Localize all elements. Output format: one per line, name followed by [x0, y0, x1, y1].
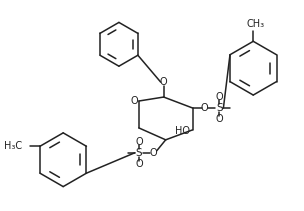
- Text: O: O: [150, 148, 157, 158]
- Text: CH₃: CH₃: [246, 19, 264, 29]
- Text: O: O: [135, 137, 143, 147]
- Text: HO: HO: [174, 126, 190, 136]
- Text: O: O: [216, 92, 223, 102]
- Text: O: O: [130, 96, 138, 106]
- Text: S: S: [136, 148, 142, 158]
- Text: O: O: [160, 77, 168, 87]
- Text: O: O: [201, 103, 208, 113]
- Text: O: O: [135, 159, 143, 169]
- Text: O: O: [216, 114, 223, 124]
- Text: S: S: [216, 103, 223, 113]
- Text: H₃C: H₃C: [4, 141, 22, 151]
